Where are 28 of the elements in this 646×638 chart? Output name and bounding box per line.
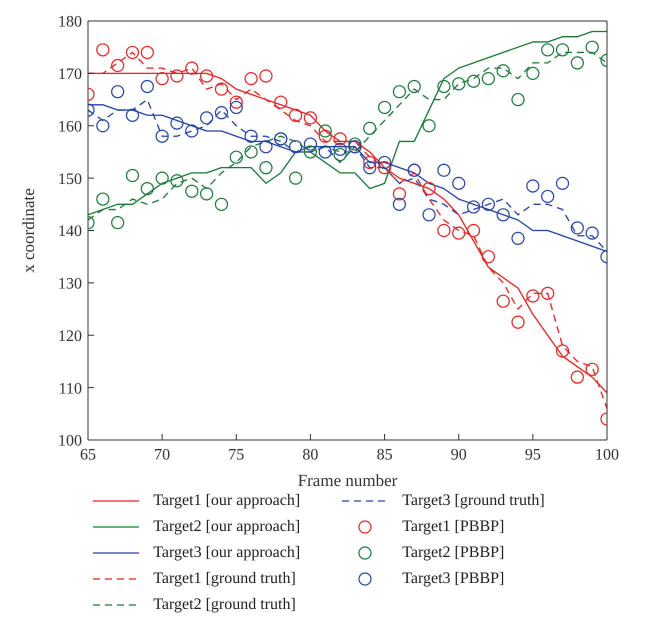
y-tick-label: 110 [58, 380, 82, 398]
legend-label: Target2 [ground truth] [153, 596, 296, 614]
y-tick-label: 140 [58, 223, 82, 240]
legend-label: Target1 [our approach] [153, 492, 300, 510]
x-tick-label: 100 [595, 446, 619, 464]
y-tick-label: 100 [58, 432, 82, 450]
y-tick-label: 170 [58, 66, 82, 84]
y-tick-label: 130 [58, 276, 82, 293]
legend-label: Target2 [our approach] [153, 518, 300, 536]
x-tick-label: 95 [524, 446, 541, 464]
x-tick-label: 90 [450, 446, 467, 464]
legend-label: Target1 [ground truth] [153, 570, 296, 588]
legend-label: Target3 [ground truth] [402, 492, 545, 510]
x-tick-label: 75 [228, 446, 244, 464]
legend-label: Target1 [PBBP] [402, 518, 504, 536]
y-tick-label: 180 [58, 14, 82, 31]
x-tick-label: 70 [154, 446, 170, 464]
y-tick-label: 160 [58, 118, 82, 136]
x-tick-label: 80 [302, 446, 318, 464]
y-tick-label: 120 [58, 328, 82, 345]
y-axis-title: x coordinate [19, 188, 38, 273]
x-tick-label: 85 [376, 446, 393, 464]
legend-label: Target2 [PBBP] [402, 544, 504, 562]
legend-label: Target3 [our approach] [153, 544, 300, 562]
legend-label: Target3 [PBBP] [402, 570, 504, 588]
x-tick-label: 65 [80, 446, 96, 464]
y-tick-label: 150 [58, 170, 82, 188]
x-axis-title: Frame number [298, 471, 398, 490]
